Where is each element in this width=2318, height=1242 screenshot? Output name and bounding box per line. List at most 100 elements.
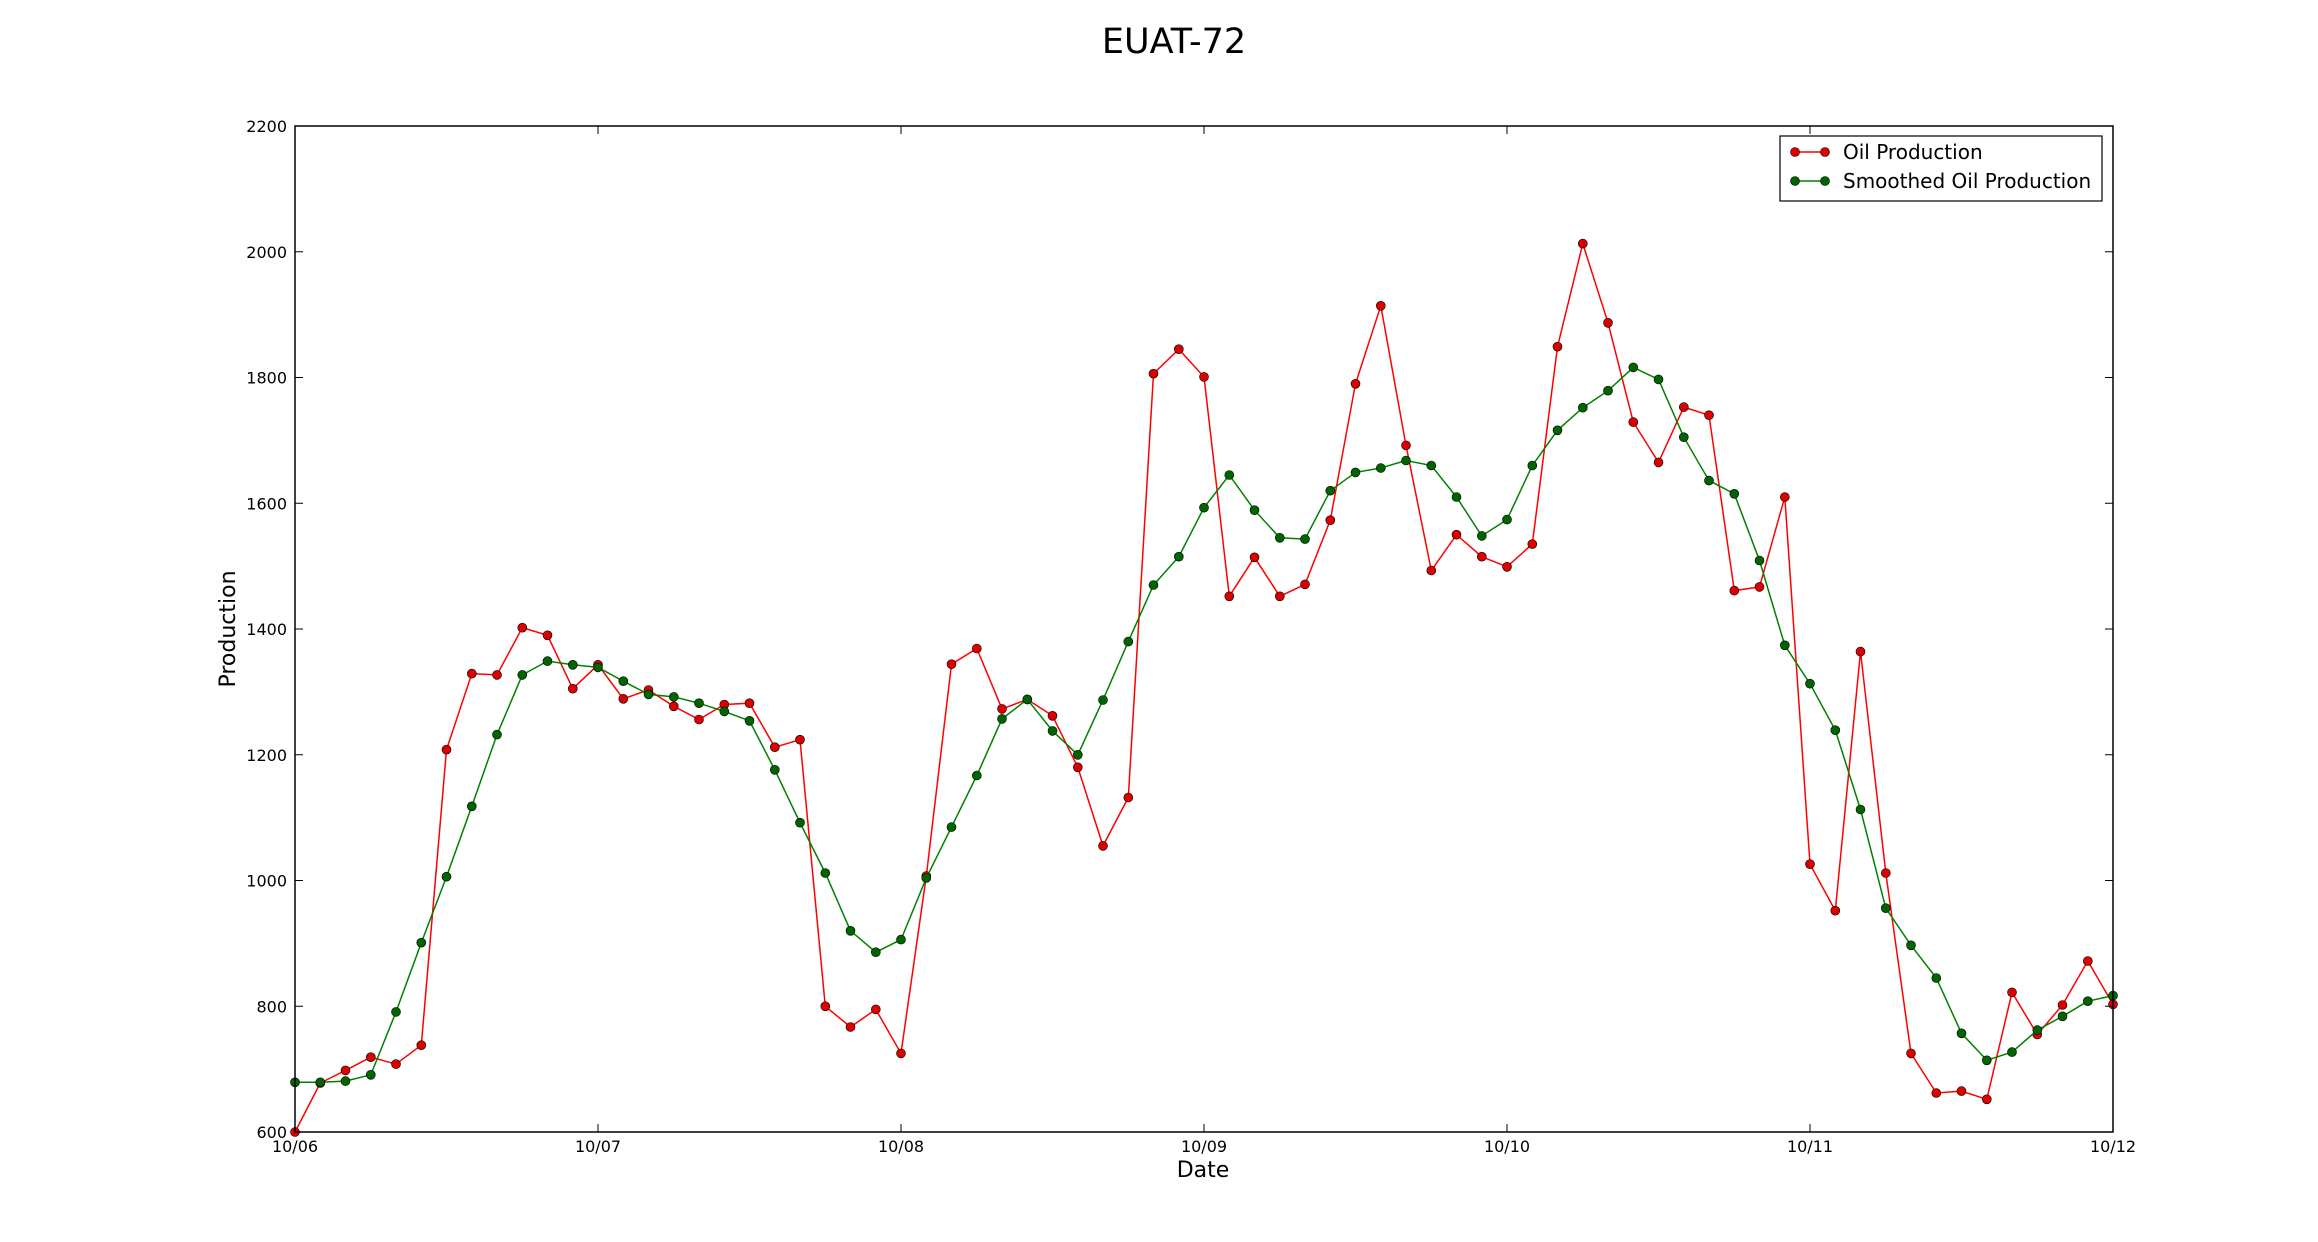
data-point-smoothed-oil-production [1199,502,1209,513]
data-point-oil-production [1249,552,1260,563]
x-tick-label: 10/06 [272,1137,318,1156]
data-point-smoothed-oil-production [1906,940,1916,951]
data-point-oil-production [744,698,755,709]
data-point-smoothed-oil-production [1830,725,1841,736]
data-point-oil-production [870,1004,881,1015]
data-point-smoothed-oil-production [567,659,578,670]
data-point-oil-production [2083,956,2093,966]
ticks-layer: 600 800 1000 1200 1400 1600 1800 2000 2200 10/06 1… [246,117,2136,1156]
data-point-smoothed-oil-production [1401,455,1411,466]
data-point-oil-production [1729,585,1740,596]
y-tick-label: 600 [256,1123,287,1142]
data-point-smoothed-oil-production [391,1007,401,1017]
data-point-smoothed-oil-production [1805,678,1815,689]
data-point-oil-production [1805,859,1815,870]
data-point-oil-production [1047,710,1058,721]
data-point-smoothed-oil-production [1047,726,1058,736]
data-point-oil-production [1477,551,1487,562]
data-point-oil-production [971,643,982,654]
y-tick-label: 1600 [246,494,287,513]
data-point-oil-production [1830,905,1841,916]
x-tick-label: 10/08 [878,1137,924,1156]
data-point-smoothed-oil-production [946,822,957,832]
data-point-oil-production [896,1048,906,1059]
y-tick-label: 2000 [246,243,287,262]
data-point-smoothed-oil-production [1881,903,1891,914]
data-point-smoothed-oil-production [769,764,780,775]
plot-frame [294,125,2114,1133]
data-point-smoothed-oil-production [694,698,704,709]
data-point-oil-production [1552,341,1563,352]
data-point-smoothed-oil-production [466,801,477,812]
legend: Oil Production Smoothed Oil Production [1779,135,2103,202]
data-point-smoothed-oil-production [997,714,1007,724]
data-point-oil-production [1653,457,1664,468]
data-point-smoothed-oil-production [1603,385,1613,396]
data-point-oil-production [1275,591,1285,602]
data-point-smoothed-oil-production [1148,580,1159,590]
data-point-smoothed-oil-production [870,947,881,958]
data-point-smoothed-oil-production [315,1077,326,1088]
data-point-smoothed-oil-production [643,689,654,700]
data-point-oil-production [1906,1048,1916,1059]
x-tick-label: 10/12 [2090,1137,2136,1156]
data-point-oil-production [845,1022,856,1032]
data-point-smoothed-oil-production [795,817,805,828]
x-tick-label: 10/10 [1484,1137,1530,1156]
data-point-smoothed-oil-production [820,868,831,878]
y-axis-title: Production [216,570,241,687]
data-point-oil-production [618,693,629,704]
data-point-smoothed-oil-production [517,670,528,680]
data-point-smoothed-oil-production [1552,425,1563,436]
data-point-smoothed-oil-production [2057,1011,2068,1022]
data-point-smoothed-oil-production [1653,374,1664,385]
data-point-oil-production [1628,417,1639,427]
data-point-smoothed-oil-production [340,1076,351,1086]
data-point-oil-production [1300,579,1310,590]
data-point-oil-production [391,1059,401,1069]
data-point-smoothed-oil-production [1249,505,1260,516]
data-point-smoothed-oil-production [1527,460,1538,471]
data-point-smoothed-oil-production [1578,402,1588,413]
data-point-oil-production [820,1001,831,1012]
data-point-oil-production [1855,646,1866,657]
data-point-oil-production [997,704,1007,714]
data-point-oil-production [1376,300,1386,311]
data-point-oil-production [1881,868,1891,878]
data-point-smoothed-oil-production [668,692,679,702]
data-point-smoothed-oil-production [1502,514,1512,525]
data-point-oil-production [365,1052,376,1062]
data-point-oil-production [416,1040,427,1050]
x-tick-label: 10/09 [1181,1137,1227,1156]
data-point-oil-production [1578,238,1588,249]
data-point-smoothed-oil-production [1679,432,1689,443]
data-point-oil-production [1199,372,1209,382]
data-point-oil-production [1073,762,1083,773]
data-point-smoothed-oil-production [1325,485,1336,496]
data-point-oil-production [769,742,780,753]
data-point-smoothed-oil-production [618,676,629,687]
data-point-smoothed-oil-production [1426,460,1437,471]
data-point-smoothed-oil-production [593,662,603,673]
data-point-oil-production [1679,402,1689,412]
y-tick-label: 1200 [246,746,287,765]
data-point-oil-production [1502,561,1512,572]
data-point-oil-production [795,734,805,745]
data-point-oil-production [1325,515,1336,526]
data-point-oil-production [492,670,502,680]
data-point-smoothed-oil-production [719,706,730,717]
data-point-oil-production [1754,582,1765,592]
data-point-oil-production [1780,492,1790,502]
data-point-smoothed-oil-production [1275,532,1285,543]
data-point-smoothed-oil-production [416,937,427,948]
data-point-smoothed-oil-production [896,934,906,945]
data-point-smoothed-oil-production [1956,1028,1967,1039]
data-point-smoothed-oil-production [492,729,502,740]
data-point-oil-production [946,659,957,670]
data-point-oil-production [1704,410,1714,421]
legend-entry-smoothed-oil-production: Smoothed Oil Production [1790,169,2091,193]
data-point-oil-production [1603,317,1613,328]
data-point-oil-production [517,622,528,633]
legend-marker-oil-production [1790,147,1800,157]
data-point-smoothed-oil-production [1729,488,1740,499]
